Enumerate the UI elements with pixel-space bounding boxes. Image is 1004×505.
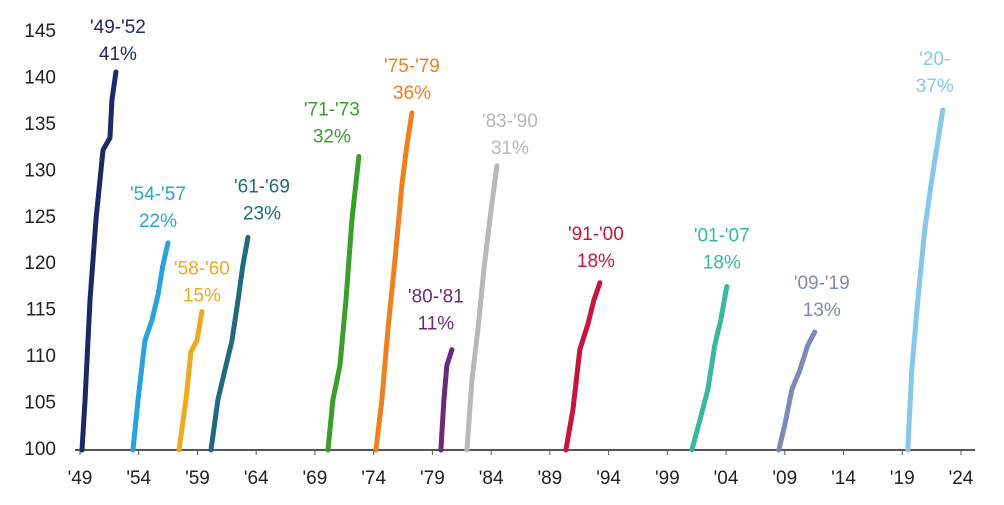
x-tick-label: '14 (831, 468, 856, 489)
y-tick-label: 115 (26, 300, 56, 321)
series-label: 32% (313, 126, 351, 147)
series-label: 15% (183, 286, 221, 307)
series-name: '54-'57 (130, 184, 186, 205)
series-label: 36% (393, 83, 431, 104)
y-tick-label: 120 (24, 253, 56, 274)
series-label: 13% (803, 300, 841, 321)
series-line (373, 110, 415, 453)
series-name: '09-'19 (794, 273, 850, 294)
series-line (130, 240, 171, 453)
x-tick-label: '79 (420, 468, 445, 489)
series-line (464, 163, 500, 453)
y-tick-label: 130 (24, 160, 56, 181)
series-line (176, 309, 205, 453)
series-name: '58-'60 (174, 259, 230, 280)
series-line (905, 107, 946, 453)
y-tick-label: 140 (24, 67, 56, 88)
x-tick-label: '19 (890, 468, 915, 489)
x-tick-label: '69 (303, 468, 328, 489)
y-tick-label: 145 (24, 21, 56, 42)
y-tick-label: 135 (24, 114, 56, 135)
x-tick-label: '09 (772, 468, 797, 489)
x-tick-label: '84 (479, 468, 504, 489)
x-tick-label: '99 (655, 468, 680, 489)
series-name: '83-'90 (482, 111, 538, 132)
x-tick-label: '89 (537, 468, 562, 489)
x-tick-label: '59 (185, 468, 210, 489)
series-name: '91-'00 (568, 224, 624, 245)
x-tick-label: '49 (68, 468, 93, 489)
series-name: '75-'79 (384, 56, 440, 77)
series-label: 11% (418, 314, 455, 335)
series-label: 18% (577, 251, 615, 272)
y-tick-label: 110 (26, 346, 56, 367)
series-name: '80-'81 (408, 287, 464, 308)
series-label: 23% (243, 203, 281, 224)
series-line (79, 69, 119, 453)
series-label: 18% (703, 253, 741, 274)
x-tick-label: '64 (244, 468, 269, 489)
series-line (776, 329, 818, 453)
y-tick-label: 100 (24, 439, 56, 460)
series-name: '01-'07 (694, 226, 750, 247)
x-tick-label: '94 (596, 468, 621, 489)
series-line (563, 280, 603, 453)
x-tick-label: '24 (949, 468, 974, 489)
series-name: '61-'69 (234, 176, 290, 197)
y-tick-label: 105 (24, 393, 56, 414)
series-line (208, 234, 251, 453)
series-label: 37% (916, 76, 954, 97)
series-line (689, 284, 730, 453)
series-name: '49-'52 (90, 17, 146, 38)
series-name: '20- (919, 49, 950, 70)
y-tick-label: 125 (24, 207, 56, 228)
series-name: '71-'73 (304, 99, 360, 120)
series-label: 31% (491, 138, 529, 159)
series-line (325, 153, 362, 453)
x-tick-label: '74 (361, 468, 386, 489)
series-line (438, 347, 455, 453)
x-tick-label: '54 (126, 468, 151, 489)
series-label: 22% (139, 211, 177, 232)
series-label: 41% (99, 44, 137, 65)
x-tick-label: '04 (714, 468, 739, 489)
